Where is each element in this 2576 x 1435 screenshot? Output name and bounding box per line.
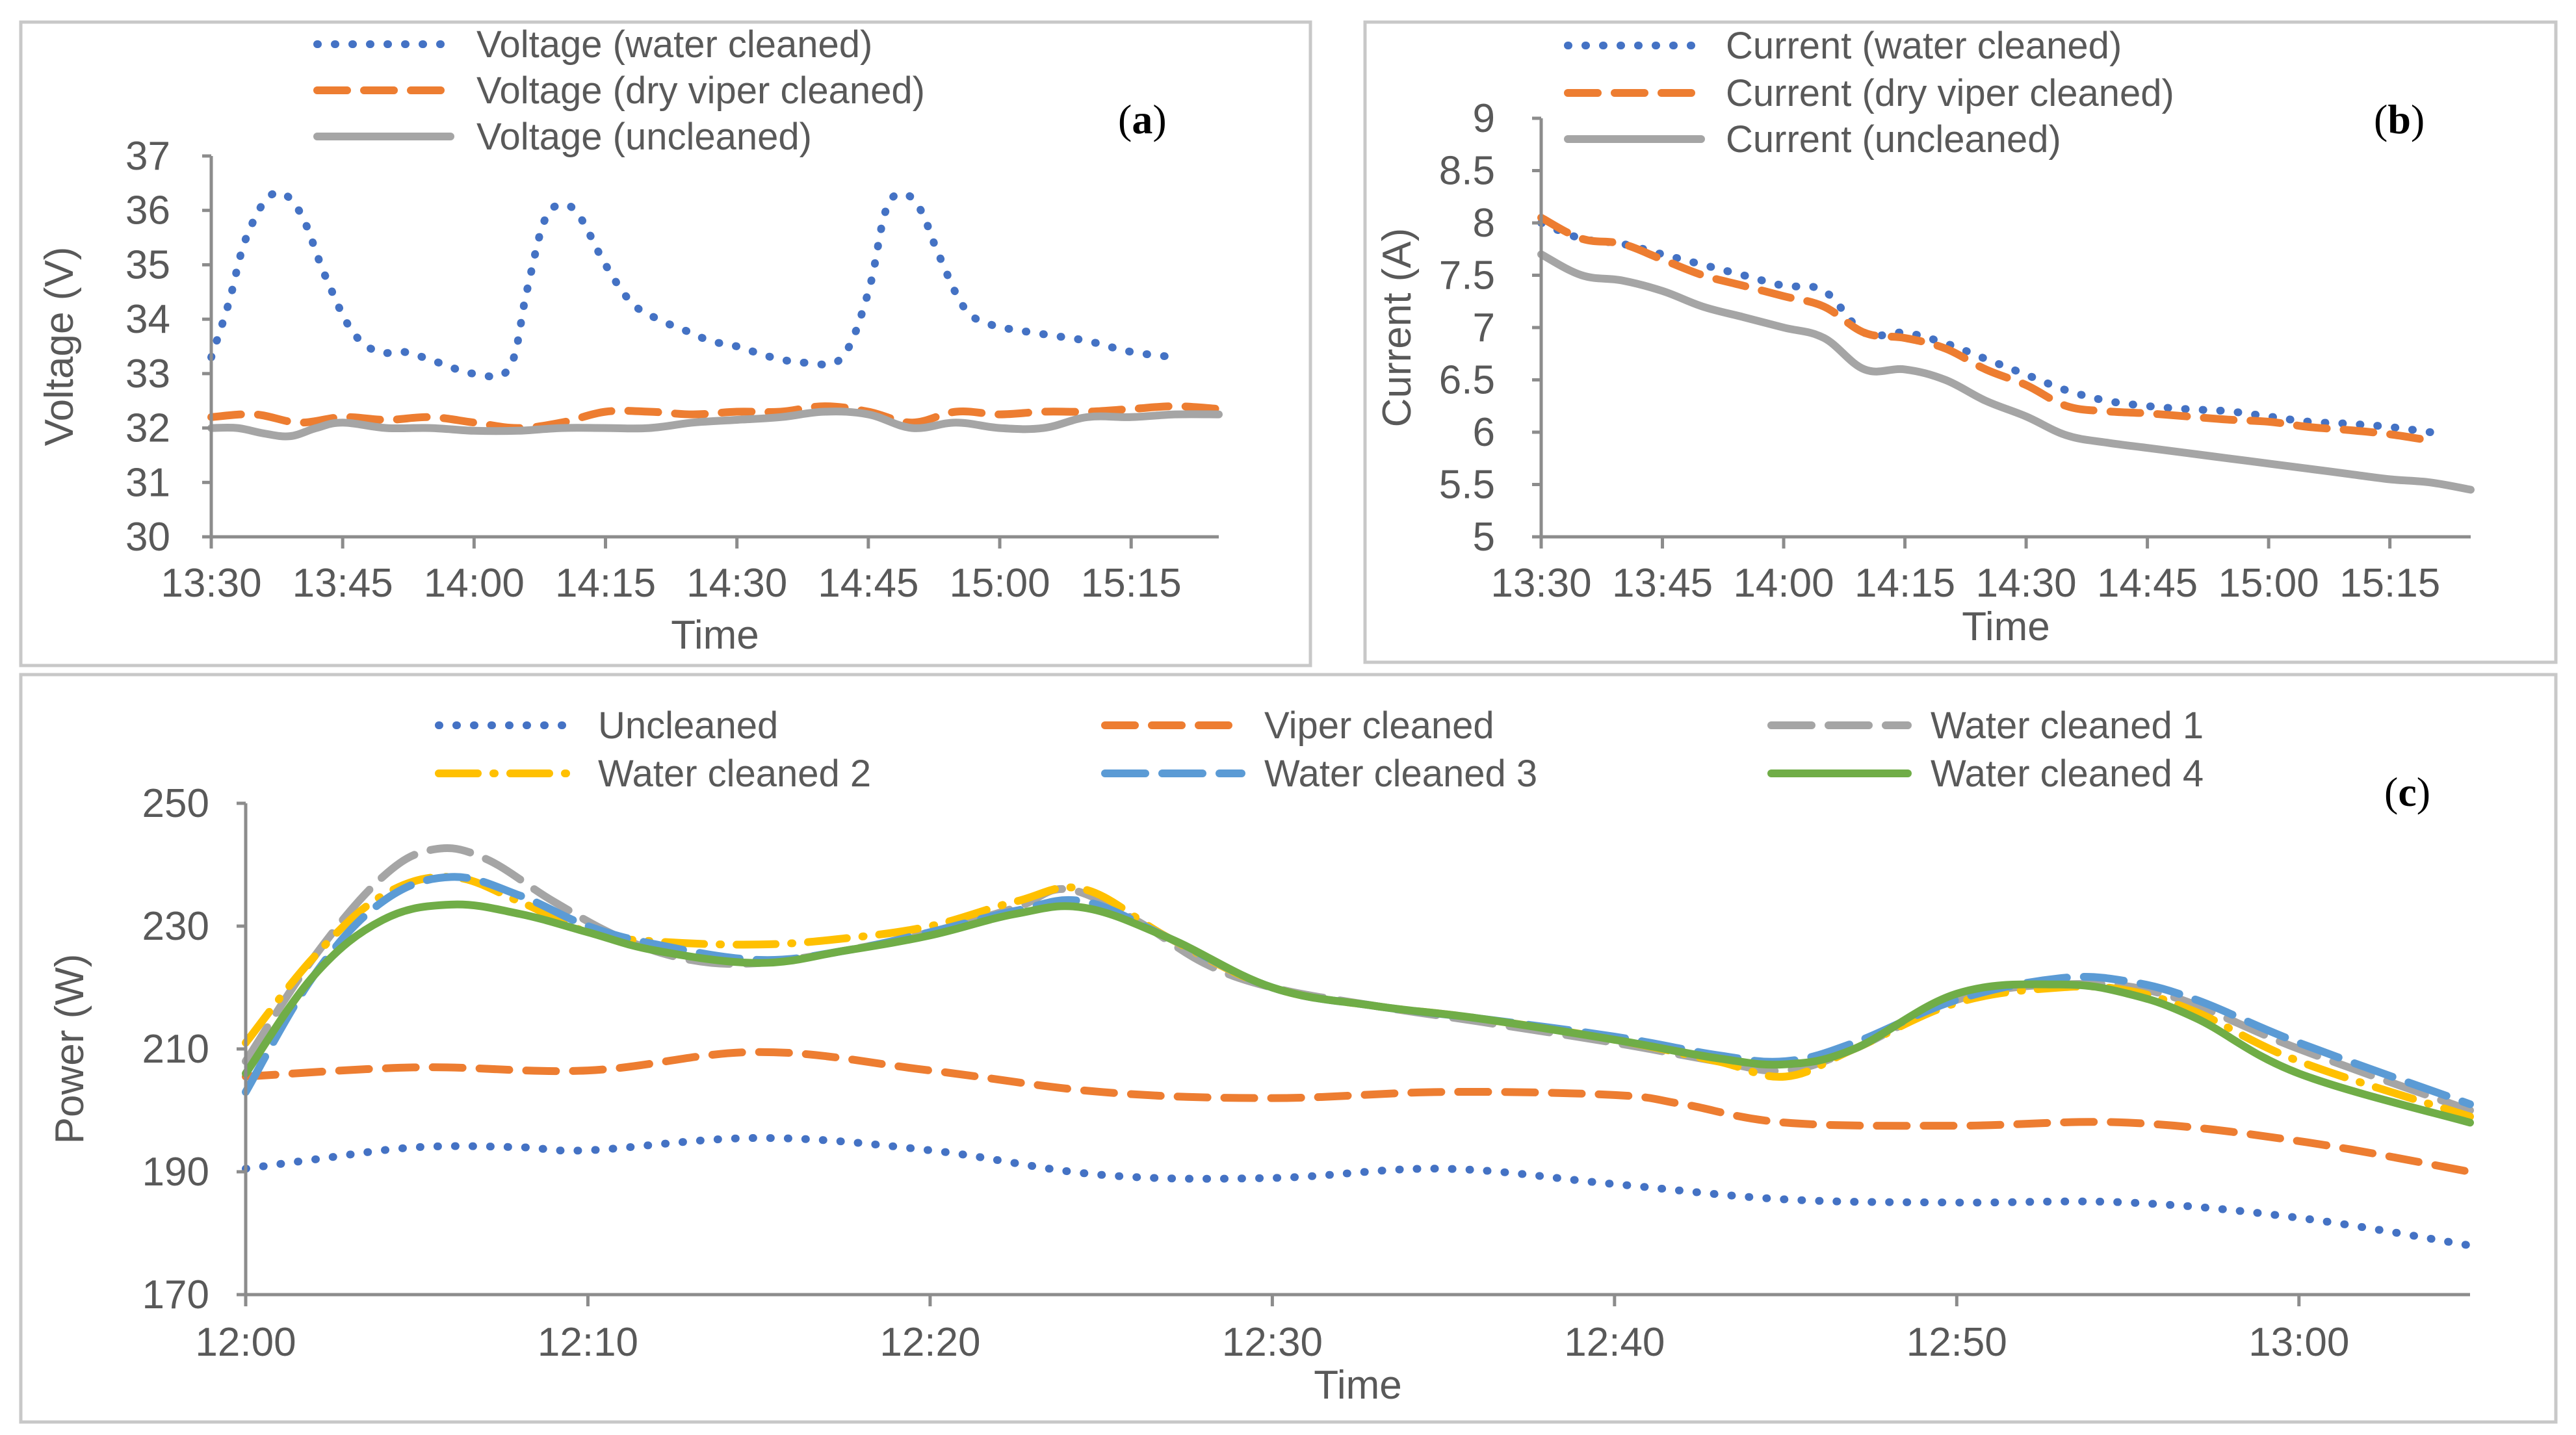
y-tick-label: 8.5 — [1439, 149, 1495, 194]
legend-label: Voltage (uncleaned) — [476, 116, 812, 158]
panel-a-voltage-chart: 30 31 32 33 34 35 36 37 13:30 13:45 14:00 14:15 14:3… — [19, 20, 1312, 667]
panel-c-power-chart: 170 190 210 230 250 12:00 12:10 12:20 12:30 12:40… — [19, 673, 2558, 1424]
panel-a-legend: Voltage (water cleaned)Voltage (dry vipe… — [313, 23, 925, 158]
x-tick-label: 14:15 — [1854, 561, 1955, 606]
y-tick-label: 7 — [1473, 305, 1495, 350]
series-line-uncleaned — [242, 1134, 2474, 1250]
x-tick-label: 13:45 — [293, 561, 393, 606]
x-tick-label: 14:15 — [555, 561, 656, 606]
series-line-water-cleaned-4 — [242, 900, 2474, 1127]
y-tick-label: 32 — [125, 406, 170, 451]
x-tick-label: 15:00 — [949, 561, 1050, 606]
y-tick-label: 210 — [142, 1027, 209, 1072]
legend-label: Current (uncleaned) — [1726, 118, 2061, 161]
y-tick-label: 5.5 — [1439, 463, 1495, 508]
y-tick-label: 33 — [125, 352, 170, 396]
panel-c-legend: Uncleaned Viper cleaned Water cleaned 1 Wat… — [435, 705, 2204, 795]
legend-label: Water cleaned 3 — [1264, 753, 1537, 795]
y-tick-label: 5 — [1473, 515, 1495, 560]
legend-label: Water cleaned 1 — [1931, 705, 2204, 747]
y-tick-label: 9 — [1473, 96, 1495, 141]
series-line-voltage-dry-viper-cleaned — [207, 402, 1223, 432]
panel-c-frame — [19, 673, 2558, 1424]
x-tick-label: 14:00 — [1733, 561, 1834, 606]
x-tick-label: 12:20 — [879, 1320, 980, 1365]
y-tick-label: 34 — [125, 297, 170, 342]
x-tick-label: 12:40 — [1564, 1320, 1665, 1365]
x-tick-label: 15:00 — [2218, 561, 2319, 606]
x-tick-label: 12:10 — [538, 1320, 638, 1365]
y-tick-label: 37 — [125, 134, 170, 179]
y-tick-label: 35 — [125, 242, 170, 287]
x-tick-label: 12:50 — [1906, 1320, 2007, 1365]
y-tick-label: 7.5 — [1439, 253, 1495, 298]
legend-label: Voltage (dry viper cleaned) — [476, 70, 925, 112]
legend-label: Viper cleaned — [1264, 705, 1494, 747]
x-axis-title: Time — [1314, 1363, 1401, 1408]
legend-label: Current (dry viper cleaned) — [1726, 72, 2174, 114]
y-tick-label: 8 — [1473, 201, 1495, 246]
x-axis-title: Time — [671, 613, 759, 658]
panel-b-current-chart: 5 5.5 6 6.5 7 7.5 8 8.5 9 13:30 13:45 14:00 14:15 14:… — [1363, 20, 2558, 664]
x-tick-label: 15:15 — [2339, 561, 2440, 606]
y-tick-label: 30 — [125, 515, 170, 560]
legend-label: Water cleaned 2 — [598, 753, 871, 795]
panel-b-legend: Current (water cleaned) Current (dry vipe… — [1564, 25, 2174, 161]
series-line-viper-cleaned — [242, 1048, 2474, 1176]
x-tick-label: 14:00 — [424, 561, 525, 606]
y-axis-title: Current (A) — [1375, 228, 1420, 428]
x-tick-label: 13:30 — [1490, 561, 1591, 606]
panel-b-label: (b) — [2374, 96, 2425, 142]
legend-label: Current (water cleaned) — [1726, 25, 2122, 67]
legend-label: Uncleaned — [598, 705, 778, 747]
x-tick-label: 14:45 — [818, 561, 918, 606]
series-line-voltage-uncleaned — [207, 407, 1223, 441]
y-tick-label: 6.5 — [1439, 358, 1495, 403]
y-axis-title: Power (W) — [47, 954, 92, 1144]
y-tick-label: 250 — [142, 781, 209, 826]
y-axis-title: Voltage (V) — [37, 247, 82, 446]
x-tick-label: 14:30 — [1976, 561, 2077, 606]
legend-label: Voltage (water cleaned) — [476, 23, 872, 66]
series-line-current-dry-viper-cleaned — [1537, 213, 2434, 445]
y-tick-label: 6 — [1473, 410, 1495, 455]
y-tick-label: 170 — [142, 1273, 209, 1317]
panel-b-frame — [1363, 20, 2558, 664]
x-tick-label: 14:30 — [686, 561, 787, 606]
series-line-current-uncleaned — [1537, 250, 2475, 494]
x-axis-title: Time — [1962, 604, 2049, 649]
x-tick-label: 12:00 — [195, 1320, 296, 1365]
x-tick-label: 13:30 — [161, 561, 261, 606]
x-tick-label: 13:45 — [1612, 561, 1713, 606]
panel-a-label: (a) — [1118, 96, 1167, 142]
y-tick-label: 230 — [142, 904, 209, 949]
x-tick-label: 12:30 — [1222, 1320, 1323, 1365]
x-tick-label: 15:15 — [1081, 561, 1182, 606]
panel-c-label: (c) — [2384, 769, 2430, 815]
series-line-voltage-water-cleaned — [207, 188, 1179, 381]
y-tick-label: 31 — [125, 460, 170, 505]
y-tick-label: 190 — [142, 1150, 209, 1195]
y-tick-label: 36 — [125, 188, 170, 233]
x-tick-label: 13:00 — [2248, 1320, 2349, 1365]
x-tick-label: 14:45 — [2097, 561, 2198, 606]
legend-label: Water cleaned 4 — [1931, 753, 2204, 795]
